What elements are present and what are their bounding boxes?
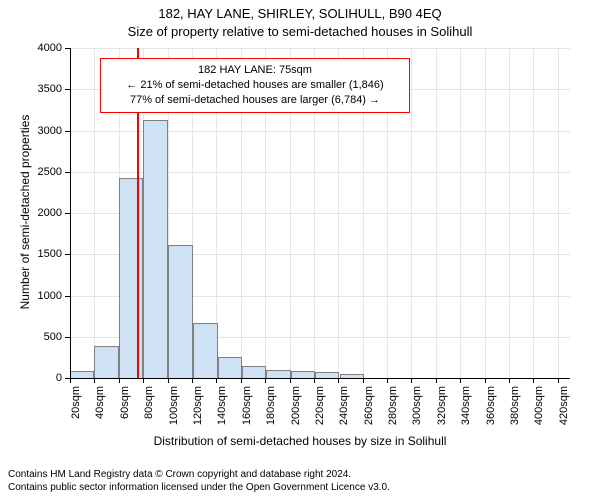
histogram-bar bbox=[143, 120, 167, 378]
y-axis-line bbox=[70, 48, 71, 378]
y-tick-label: 3500 bbox=[0, 83, 62, 95]
x-tick-label: 160sqm bbox=[241, 386, 253, 425]
x-tick-label: 140sqm bbox=[216, 386, 228, 425]
histogram-bar bbox=[70, 371, 94, 378]
x-tick-label: 400sqm bbox=[533, 386, 545, 425]
histogram-bar bbox=[266, 370, 290, 378]
histogram-bar bbox=[218, 357, 242, 378]
x-tick-label: 360sqm bbox=[485, 386, 497, 425]
x-tick-label: 20sqm bbox=[70, 386, 82, 419]
y-tick-label: 1000 bbox=[0, 290, 62, 302]
x-tick-label: 200sqm bbox=[290, 386, 302, 425]
y-tick-label: 0 bbox=[0, 372, 62, 384]
x-tick-label: 40sqm bbox=[94, 386, 106, 419]
x-tick-label: 180sqm bbox=[265, 386, 277, 425]
gridline-horizontal bbox=[70, 48, 570, 49]
histogram-bar bbox=[193, 323, 217, 378]
x-tick-label: 300sqm bbox=[411, 386, 423, 425]
annotation-box: 182 HAY LANE: 75sqm ← 21% of semi-detach… bbox=[100, 58, 410, 113]
x-tick-label: 380sqm bbox=[509, 386, 521, 425]
histogram-bar bbox=[94, 346, 118, 378]
annotation-line2: ← 21% of semi-detached houses are smalle… bbox=[109, 78, 401, 93]
annotation-line1: 182 HAY LANE: 75sqm bbox=[109, 63, 401, 78]
y-tick-label: 500 bbox=[0, 331, 62, 343]
x-tick-label: 100sqm bbox=[168, 386, 180, 425]
histogram-bar bbox=[168, 245, 194, 378]
y-tick-label: 4000 bbox=[0, 42, 62, 54]
x-tick-label: 260sqm bbox=[363, 386, 375, 425]
chart-container: 182, HAY LANE, SHIRLEY, SOLIHULL, B90 4E… bbox=[0, 0, 600, 500]
footer: Contains HM Land Registry data © Crown c… bbox=[8, 468, 390, 494]
y-tick-label: 2500 bbox=[0, 166, 62, 178]
x-tick-label: 120sqm bbox=[192, 386, 204, 425]
x-tick-label: 240sqm bbox=[338, 386, 350, 425]
footer-line1: Contains HM Land Registry data © Crown c… bbox=[8, 468, 390, 481]
page-subtitle: Size of property relative to semi-detach… bbox=[0, 24, 600, 39]
x-tick-label: 220sqm bbox=[314, 386, 326, 425]
histogram-bar bbox=[242, 366, 266, 378]
histogram-bar bbox=[291, 371, 315, 378]
histogram-bar bbox=[119, 178, 143, 378]
x-tick-label: 280sqm bbox=[387, 386, 399, 425]
footer-line2: Contains public sector information licen… bbox=[8, 481, 390, 494]
x-tick-label: 420sqm bbox=[558, 386, 570, 425]
annotation-line3: 77% of semi-detached houses are larger (… bbox=[109, 93, 401, 108]
x-axis-label: Distribution of semi-detached houses by … bbox=[0, 434, 600, 448]
x-tick-label: 60sqm bbox=[119, 386, 131, 419]
x-tick-label: 80sqm bbox=[143, 386, 155, 419]
page-title: 182, HAY LANE, SHIRLEY, SOLIHULL, B90 4E… bbox=[0, 6, 600, 21]
y-tick-label: 2000 bbox=[0, 207, 62, 219]
x-tick-label: 320sqm bbox=[436, 386, 448, 425]
y-tick-label: 1500 bbox=[0, 248, 62, 260]
x-axis-line bbox=[70, 378, 570, 379]
x-tick-label: 340sqm bbox=[460, 386, 472, 425]
y-tick-label: 3000 bbox=[0, 125, 62, 137]
